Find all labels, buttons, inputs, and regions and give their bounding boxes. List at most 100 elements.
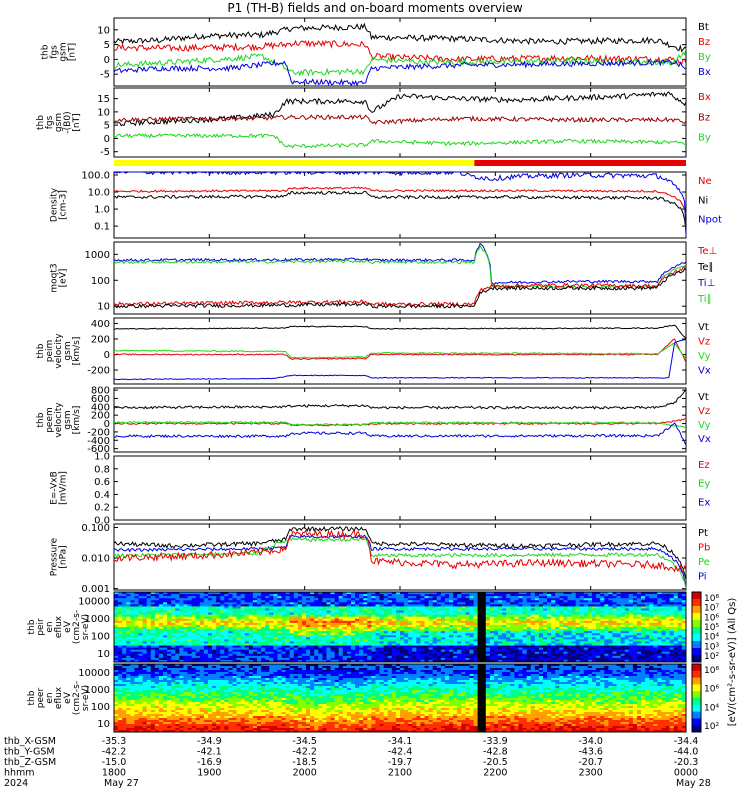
heatmap-cell: [477, 647, 483, 650]
heatmap-cell: [485, 631, 491, 634]
heatmap-cell: [555, 657, 560, 661]
heatmap-cell: [592, 624, 597, 628]
heatmap-cell: [171, 592, 176, 595]
heatmap-cell: [489, 641, 495, 644]
heatmap-cell: [138, 655, 143, 659]
heatmap-cell: [126, 635, 131, 638]
heatmap-cell: [449, 622, 454, 626]
heatmap-cell: [624, 602, 630, 605]
heatmap-cell: [498, 600, 503, 603]
heatmap-cell: [130, 596, 135, 599]
heatmap-cell: [412, 647, 417, 650]
heatmap-cell: [277, 600, 282, 603]
heatmap-cell: [395, 596, 401, 599]
heatmap-cell: [477, 620, 483, 624]
heatmap-cell: [567, 618, 572, 622]
heatmap-cell: [600, 606, 605, 609]
heatmap-cell: [179, 645, 184, 648]
heatmap-cell: [592, 614, 597, 618]
y-axis-label-line: (cm2-s-: [72, 610, 82, 644]
heatmap-cell: [363, 641, 368, 644]
heatmap-cell: [616, 614, 621, 618]
heatmap-cell: [424, 624, 429, 628]
heatmap-cell: [207, 633, 213, 636]
heatmap-cell: [412, 643, 417, 646]
heatmap-cell: [477, 624, 483, 628]
heatmap-cell: [485, 608, 491, 611]
heatmap-cell: [567, 659, 572, 663]
heatmap-cell: [547, 637, 552, 640]
heatmap-cell: [387, 643, 393, 646]
heatmap-cell: [416, 608, 421, 611]
heatmap-cell: [150, 596, 156, 599]
heatmap-cell: [207, 592, 213, 595]
heatmap-cell: [277, 598, 282, 601]
heatmap-cell: [657, 657, 662, 661]
heatmap-cell: [220, 645, 225, 648]
heatmap-cell: [404, 649, 409, 653]
heatmap-cell: [391, 641, 397, 644]
heatmap-cell: [408, 616, 413, 620]
heatmap-cell: [510, 655, 515, 659]
heatmap-cell: [412, 612, 417, 615]
heatmap-cell: [355, 649, 360, 653]
heatmap-cell: [289, 651, 295, 655]
heatmap-cell: [146, 631, 152, 634]
heatmap-cell: [449, 653, 454, 657]
heatmap-cell: [481, 647, 487, 650]
heatmap-cell: [183, 606, 188, 609]
heatmap-cell: [645, 620, 650, 624]
heatmap-cell: [530, 606, 536, 609]
heatmap-cell: [567, 610, 572, 613]
heatmap-cell: [342, 647, 348, 650]
heatmap-cell: [306, 635, 311, 638]
series-ni-line: [113, 190, 687, 232]
heatmap-cell: [518, 616, 523, 620]
heatmap-cell: [240, 592, 246, 595]
heatmap-cell: [469, 659, 474, 663]
heatmap-cell: [510, 647, 515, 650]
heatmap-cell: [473, 622, 478, 626]
heatmap-cell: [212, 604, 217, 607]
heatmap-cell: [387, 594, 393, 597]
heatmap-cell: [506, 594, 511, 597]
heatmap-cell: [244, 647, 250, 650]
heatmap-cell: [122, 647, 127, 650]
heatmap-cell: [514, 651, 519, 655]
heatmap-cell: [575, 604, 581, 607]
heatmap-cell: [265, 637, 270, 640]
heatmap-cell: [240, 645, 246, 648]
heatmap-cell: [363, 610, 368, 613]
heatmap-cell: [547, 602, 552, 605]
heatmap-cell: [665, 635, 670, 638]
heatmap-cell: [383, 596, 389, 599]
heatmap-cell: [248, 635, 254, 638]
heatmap-cell: [379, 645, 384, 648]
heatmap-cell: [428, 653, 433, 657]
heatmap-cell: [404, 608, 409, 611]
heatmap-cell: [301, 606, 307, 609]
heatmap-cell: [485, 647, 491, 650]
heatmap-cell: [436, 627, 442, 630]
heatmap-cell: [293, 657, 299, 661]
heatmap-cell: [175, 620, 180, 624]
heatmap-cell: [575, 641, 581, 644]
heatmap-cell: [412, 602, 417, 605]
heatmap-cell: [510, 602, 515, 605]
heatmap-cell: [289, 631, 295, 634]
heatmap-cell: [150, 649, 156, 653]
heatmap-cell: [224, 641, 229, 644]
heatmap-cell: [551, 624, 556, 628]
heatmap-cell: [199, 653, 205, 657]
heatmap-cell: [547, 600, 552, 603]
series-vy-line: [113, 342, 687, 360]
heatmap-cell: [130, 610, 135, 613]
heatmap-cell: [551, 592, 556, 595]
heatmap-cell: [248, 639, 254, 642]
heatmap-cell: [653, 616, 658, 620]
heatmap-cell: [612, 612, 617, 615]
heatmap-cell: [273, 616, 278, 620]
heatmap-cell: [600, 639, 605, 642]
heatmap-cell: [404, 641, 409, 644]
